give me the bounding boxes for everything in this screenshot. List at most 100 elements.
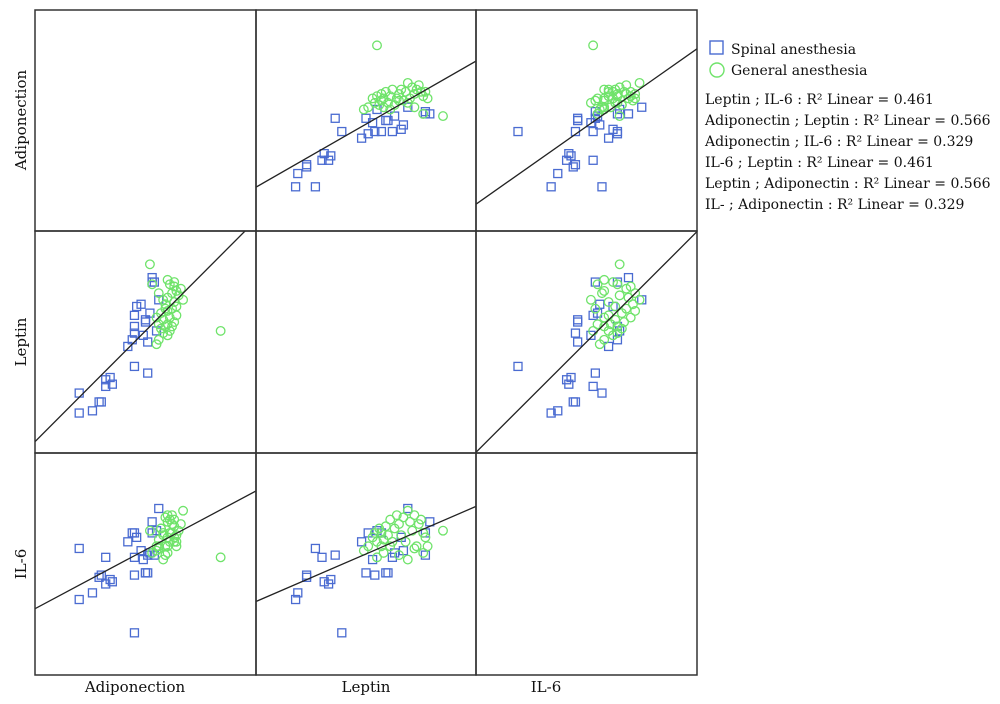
spinal-point	[337, 628, 347, 638]
spinal-point	[87, 406, 98, 416]
spinal-point	[403, 102, 413, 112]
spinal-point	[74, 543, 84, 554]
spinal-point	[138, 554, 148, 565]
general-point	[162, 547, 173, 558]
general-point	[372, 40, 382, 51]
spinal-point	[330, 550, 340, 560]
general-point	[147, 279, 158, 290]
panel-border	[34, 9, 257, 232]
spinal-point	[147, 517, 157, 527]
panel-border	[475, 452, 698, 676]
panel-plot-area	[256, 40, 476, 192]
general-point	[400, 86, 411, 97]
general-point	[625, 312, 636, 323]
general-point	[394, 519, 404, 529]
spinal-point	[129, 328, 140, 338]
general-point	[378, 547, 389, 558]
general-point	[175, 519, 186, 529]
spinal-point	[143, 368, 153, 378]
general-point	[394, 550, 404, 561]
spinal-point	[588, 381, 598, 392]
spinal-point	[403, 503, 413, 514]
general-point	[592, 279, 603, 290]
spinal-point	[573, 337, 583, 347]
general-point	[153, 288, 164, 299]
general-point	[597, 288, 607, 299]
panel-il6-vs-leptin	[255, 452, 477, 676]
legend-circle-marker	[709, 62, 725, 78]
spinal-point	[570, 328, 581, 338]
general-point	[162, 274, 173, 285]
spinal-point	[568, 397, 578, 407]
row-label-adiponection: Adiponection	[12, 70, 30, 172]
panel-plot-area	[476, 40, 697, 205]
general-point	[608, 86, 618, 97]
spinal-point	[317, 155, 327, 165]
spinal-point	[101, 381, 111, 392]
general-point	[398, 512, 409, 523]
general-point	[634, 294, 645, 305]
spinal-point	[330, 113, 340, 123]
general-point	[383, 97, 393, 108]
general-point	[376, 95, 387, 106]
general-point	[178, 505, 189, 516]
fit-line-label: IL- ; Adiponectin : R² Linear = 0.329	[705, 197, 964, 213]
spinal-point	[590, 368, 600, 378]
general-point	[603, 297, 614, 307]
spinal-point	[143, 568, 153, 578]
general-point	[385, 91, 396, 102]
spinal-point	[573, 115, 583, 126]
spinal-point	[317, 552, 327, 562]
general-point	[173, 525, 184, 536]
row-label-leptin: Leptin	[12, 317, 30, 366]
general-point	[385, 514, 396, 525]
general-point	[385, 104, 396, 115]
regression-line	[35, 231, 246, 443]
spinal-point	[603, 133, 614, 143]
row-label-il6: IL-6	[12, 549, 30, 580]
general-point	[164, 312, 175, 323]
general-point	[158, 530, 169, 541]
general-point	[418, 547, 429, 558]
panel-plot-area	[256, 503, 476, 638]
spinal-point	[129, 361, 140, 372]
spinal-point	[74, 594, 84, 605]
spinal-point	[96, 397, 106, 407]
general-point	[599, 93, 610, 104]
spinal-point	[381, 568, 391, 578]
general-point	[418, 108, 429, 119]
spinal-point	[595, 120, 605, 130]
spinal-point	[513, 361, 523, 372]
panel-border	[255, 230, 477, 454]
general-point	[385, 541, 396, 552]
general-point	[372, 552, 382, 563]
spinal-point	[310, 182, 321, 192]
spinal-point	[301, 162, 312, 172]
general-point	[160, 550, 171, 561]
spinal-point	[546, 182, 556, 192]
spinal-point	[623, 109, 634, 119]
general-point	[411, 541, 422, 552]
general-point	[416, 514, 426, 525]
spinal-point	[74, 388, 84, 398]
spinal-point	[129, 310, 140, 321]
col-label-adiponection: Adiponection	[84, 678, 186, 696]
general-point	[588, 40, 599, 51]
spinal-point	[361, 568, 371, 578]
general-point	[599, 274, 610, 285]
spinal-point	[570, 160, 581, 170]
general-point	[420, 532, 431, 543]
spinal-point	[140, 568, 151, 578]
general-point	[614, 290, 625, 301]
spinal-point	[154, 503, 164, 514]
general-point	[599, 334, 610, 345]
spinal-point	[74, 408, 84, 418]
regression-line	[256, 505, 476, 603]
general-point	[380, 521, 391, 532]
col-label-leptin: Leptin	[342, 678, 391, 696]
spinal-point	[398, 120, 409, 130]
fit-line-label: Leptin ; IL-6 : R² Linear = 0.461	[705, 92, 934, 108]
general-point	[630, 93, 641, 104]
general-point	[623, 93, 634, 104]
panel-adiponectin-vs-il6	[475, 9, 698, 232]
